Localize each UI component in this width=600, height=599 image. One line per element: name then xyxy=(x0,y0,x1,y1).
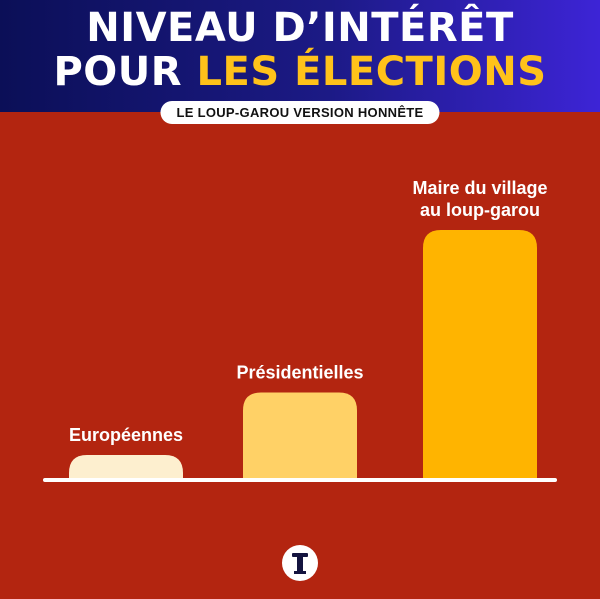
title-line-1: NIVEAU D’INTÉRÊT xyxy=(86,5,514,51)
bar-3 xyxy=(423,230,537,480)
category-label-2: Présidentielles xyxy=(236,363,363,383)
title-line-2-highlight: LES ÉLECTIONS xyxy=(196,49,547,95)
tower-logo-icon xyxy=(282,545,318,581)
bar-1 xyxy=(69,455,183,480)
subtitle-pill: LE LOUP-GAROU VERSION HONNÊTE xyxy=(160,101,440,124)
category-labels-layer: Européennes Présidentielles Maire du villa… xyxy=(69,178,548,445)
title-line-2-part-1: POUR xyxy=(53,49,197,95)
bar-2 xyxy=(243,392,357,480)
category-label-3-line-1: Maire du village xyxy=(412,178,547,198)
title-line-2: POUR LES ÉLECTIONS xyxy=(0,50,600,94)
category-label-1: Européennes xyxy=(69,425,183,445)
header-banner: NIVEAU D’INTÉRÊT POUR LES ÉLECTIONS xyxy=(0,0,600,112)
bars-layer xyxy=(69,230,537,480)
category-label-3-line-2: au loup-garou xyxy=(420,200,540,220)
